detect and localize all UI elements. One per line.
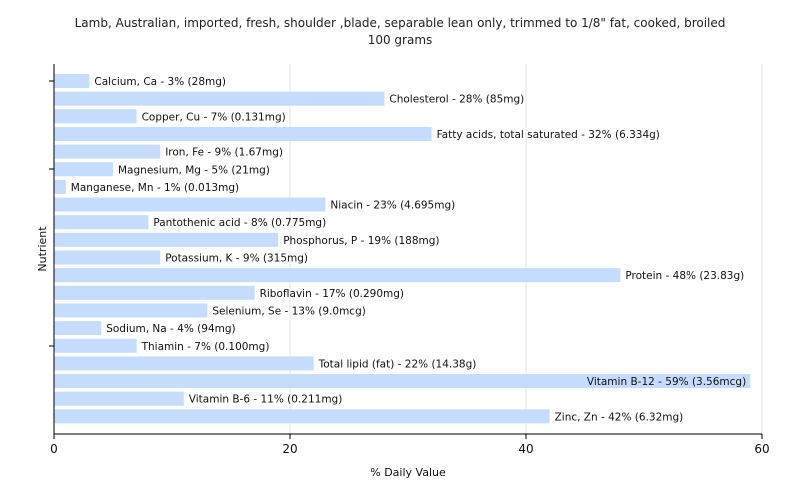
- bar-label: Selenium, Se - 13% (9.0mcg): [212, 305, 365, 317]
- bar: [54, 285, 255, 300]
- bar: [54, 250, 161, 265]
- bars: Calcium, Ca - 3% (28mg) Cholesterol - 28%…: [54, 74, 751, 424]
- bar-label: Thiamin - 7% (0.100mg): [141, 341, 270, 353]
- bar-label: Vitamin B-12 - 59% (3.56mcg): [587, 376, 746, 388]
- x-tick-label: 40: [518, 442, 533, 456]
- bar: [54, 162, 113, 177]
- grid-lines: [289, 64, 763, 434]
- bar: [54, 303, 208, 318]
- bar-label: Magnesium, Mg - 5% (21mg): [118, 164, 270, 176]
- bar-label: Phosphorus, P - 19% (188mg): [283, 235, 439, 247]
- bar-label: Niacin - 23% (4.695mg): [330, 200, 455, 212]
- y-axis-label: Nutrient: [36, 226, 49, 272]
- bar-label: Fatty acids, total saturated - 32% (6.33…: [437, 129, 660, 141]
- bar: [54, 91, 385, 106]
- axes: [49, 64, 762, 435]
- x-tick-label: 60: [754, 442, 769, 456]
- bar: [54, 374, 751, 389]
- plot-area: [54, 64, 762, 434]
- bar-label: Potassium, K - 9% (315mg): [165, 253, 308, 265]
- bar-label: Calcium, Ca - 3% (28mg): [94, 76, 226, 88]
- bar-label: Sodium, Na - 4% (94mg): [106, 323, 235, 335]
- bar-label: Vitamin B-6 - 11% (0.211mg): [189, 394, 343, 406]
- bar: [54, 321, 102, 336]
- bar-label: Zinc, Zn - 42% (6.32mg): [555, 411, 684, 423]
- bar: [54, 268, 621, 283]
- bar: [54, 409, 550, 424]
- bar: [54, 144, 161, 159]
- bar: [54, 232, 279, 247]
- bar-label: Copper, Cu - 7% (0.131mg): [142, 111, 286, 123]
- bar: [54, 391, 184, 406]
- bar: [54, 126, 432, 141]
- chart-subtitle: 100 grams: [367, 33, 433, 47]
- x-tick-label: 20: [282, 442, 297, 456]
- bar-label: Cholesterol - 28% (85mg): [389, 94, 524, 106]
- bar: [54, 74, 90, 88]
- x-tick-label: 0: [50, 442, 58, 456]
- bar-label: Protein - 48% (23.83g): [625, 270, 744, 282]
- bar: [54, 109, 137, 124]
- bar-label: Iron, Fe - 9% (1.67mg): [165, 147, 283, 159]
- bar: [54, 356, 314, 371]
- bar: [54, 338, 137, 353]
- bar: [54, 215, 149, 230]
- bar-label: Total lipid (fat) - 22% (14.38g): [318, 358, 477, 370]
- bar-label: Manganese, Mn - 1% (0.013mg): [71, 182, 239, 194]
- bar: [54, 197, 326, 212]
- bar: [54, 179, 66, 194]
- x-axis-label: % Daily Value: [370, 466, 446, 479]
- bar-label: Pantothenic acid - 8% (0.775mg): [153, 217, 326, 229]
- chart-title: Lamb, Australian, imported, fresh, shoul…: [74, 16, 726, 30]
- bar-label: Riboflavin - 17% (0.290mg): [260, 288, 404, 300]
- x-ticks: 0 20 40 60: [50, 434, 770, 456]
